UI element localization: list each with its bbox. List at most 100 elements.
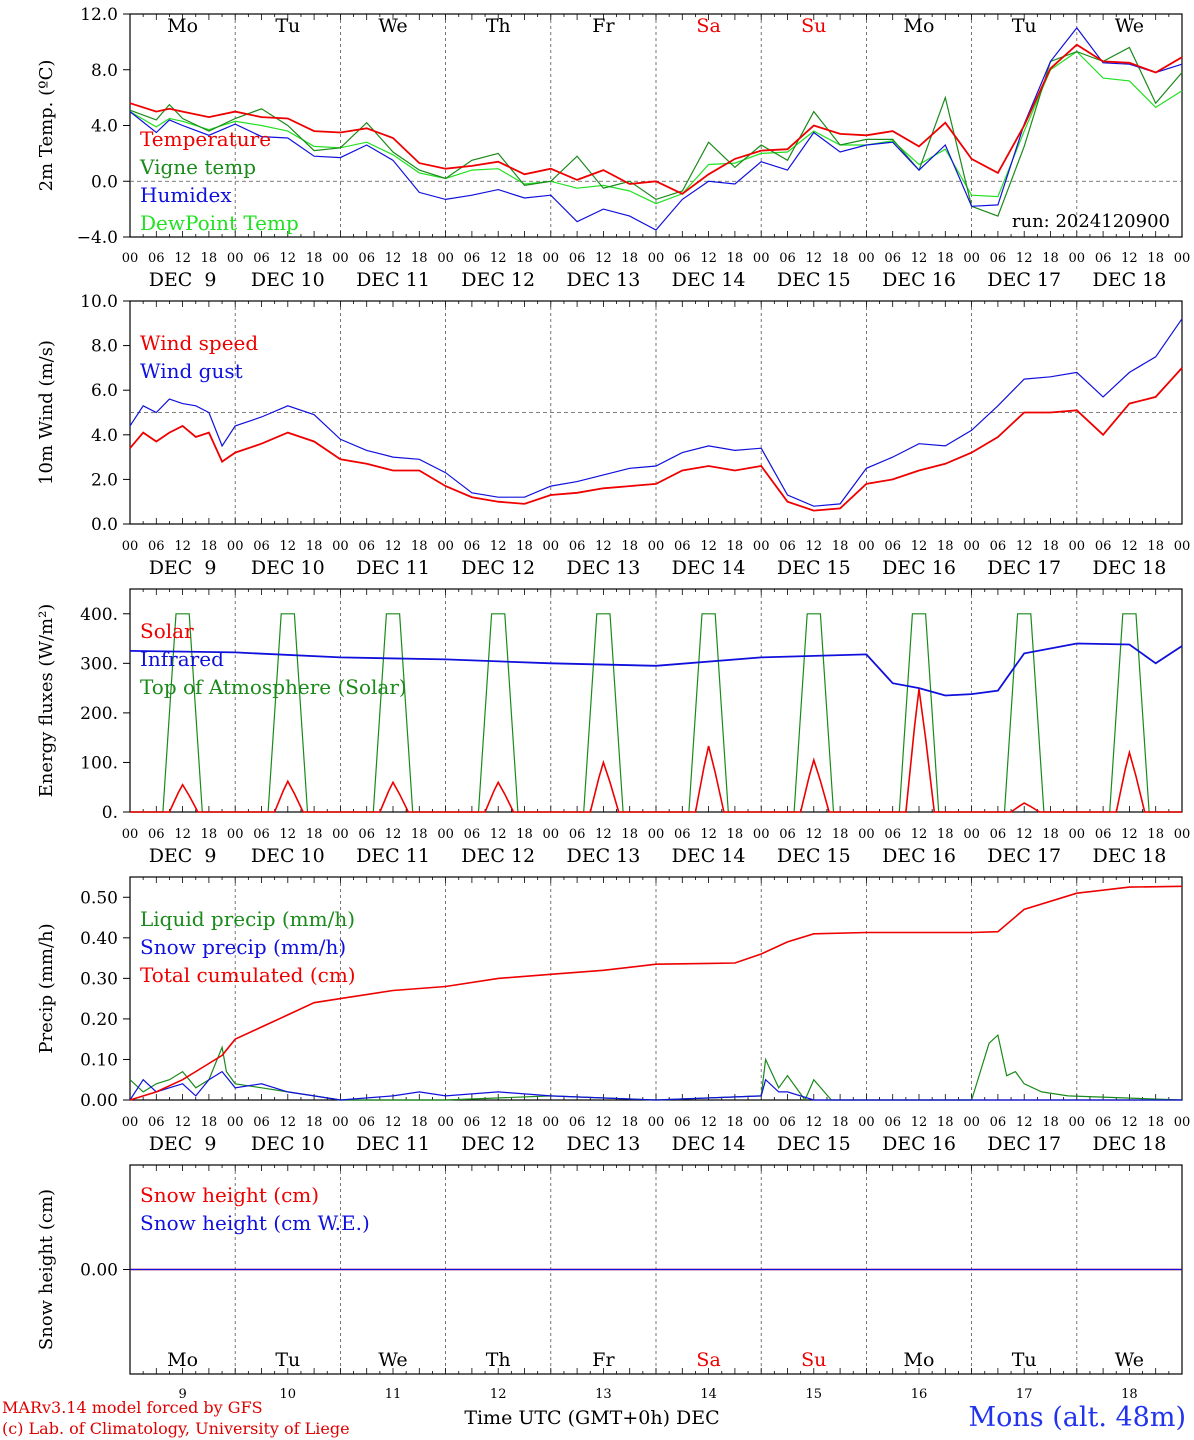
date-label: DEC 10 [251,557,325,579]
x-tick-label: 18 [516,539,533,554]
x-tick-label: 00 [332,1115,349,1130]
y-tick-label: 0. [102,803,118,823]
x-tick-label: 00 [543,1115,560,1130]
x-tick-label: 00 [648,539,665,554]
date-label: DEC 11 [356,269,430,291]
x-tick-label: 00 [227,827,244,842]
x-tick-label: 12 [280,827,297,842]
date-label: DEC 10 [251,1133,325,1155]
x-tick-label: 00 [437,539,454,554]
x-tick-label: 00 [753,539,770,554]
x-tick-label: 00 [963,251,980,266]
date-label: DEC 9 [149,269,217,291]
panel-wind: 10.0 8.0 6.0 4.0 2.0 0.0 10m Wind (m/s) 00 06 12 1… [36,292,1190,579]
x-tick-label: 00 [1069,251,1086,266]
x-tick-label: 18 [201,251,218,266]
x-tick-label: 00 [963,539,980,554]
x-tick-label: 12 [385,827,402,842]
x-tick-label: 12 [174,827,191,842]
x-tick-label: 18 [727,251,744,266]
series-line [129,43,1183,195]
x-tick-label: 18 [201,539,218,554]
x-tick-label: 06 [569,827,586,842]
legend-entry: Wind gust [140,359,243,383]
x-tick-label: 00 [332,539,349,554]
x-tick-label: 06 [884,1115,901,1130]
x-tick-label: 06 [358,251,375,266]
date-label: DEC 12 [461,269,535,291]
x-tick-label: 00 [648,251,665,266]
date-label: DEC 11 [356,1133,430,1155]
infrared-line [129,642,1183,697]
y-axis-title: Precip (mm/h) [36,923,57,1053]
x-tick-label: 00 [437,1115,454,1130]
x-tick-label: 06 [253,1115,270,1130]
x-tick-label: 12 [280,539,297,554]
x-tick-label: 18 [411,539,428,554]
x-tick-label: 18 [411,1115,428,1130]
x-tick-label: 06 [1095,539,1112,554]
x-tick-label: 18 [1042,251,1059,266]
day-of-week-label: We [1115,1349,1144,1371]
panel-snow: 0.00 Snow height (cm) Snow height (cm) Snow… [36,1164,1183,1375]
y-tick-label: 0.30 [80,969,118,989]
run-label: run: 2024120900 [1012,211,1170,232]
day-of-week-label: Su [801,1349,826,1371]
x-tick-label: 18 [201,1115,218,1130]
date-label: DEC 9 [149,557,217,579]
x-tick-label: 12 [806,251,823,266]
series-line [129,885,1183,1101]
x-tick-label: 06 [358,827,375,842]
x-tick-label: 12 [174,251,191,266]
x-tick-label: 00 [543,251,560,266]
date-label: DEC 12 [461,557,535,579]
y-tick-label: 0.0 [91,172,118,192]
x-tick-label: 00 [753,827,770,842]
x-tick-label: 18 [937,827,954,842]
x-tick-label: 18 [306,539,323,554]
x-tick-label: 06 [464,827,481,842]
x-tick-label: 00 [543,827,560,842]
x-tick-label: 06 [1095,251,1112,266]
x-tick-label: 12 [490,1115,507,1130]
day-number-label: 15 [806,1387,823,1402]
day-of-week-label: Su [801,15,826,37]
x-tick-label: 18 [937,539,954,554]
x-tick-label: 12 [1016,539,1033,554]
x-tick-label: 12 [385,1115,402,1130]
legend-entry: Top of Atmosphere (Solar) [140,675,407,699]
x-tick-label: 06 [148,539,165,554]
legend-entry: Snow precip (mm/h) [140,935,346,959]
date-label: DEC 9 [149,1133,217,1155]
x-tick-label: 12 [595,1115,612,1130]
x-tick-label: 18 [1147,251,1164,266]
x-tick-label: 00 [858,539,875,554]
date-label: DEC 17 [987,845,1061,867]
x-tick-label: 12 [385,251,402,266]
x-tick-label: 00 [1069,1115,1086,1130]
y-axis-title: 10m Wind (m/s) [36,340,57,485]
date-label: DEC 14 [672,269,746,291]
x-tick-label: 12 [595,251,612,266]
y-tick-label: 400. [80,605,118,625]
x-tick-label: 06 [148,827,165,842]
legend-entry: Temperature [140,127,271,151]
x-tick-label: 12 [1121,827,1138,842]
y-tick-label: 0.20 [80,1010,118,1030]
x-tick-label: 18 [621,251,638,266]
x-tick-label: 18 [832,251,849,266]
x-tick-label: 00 [858,251,875,266]
x-tick-label: 12 [595,827,612,842]
x-tick-label: 12 [280,1115,297,1130]
x-tick-label: 00 [648,827,665,842]
x-tick-label: 06 [990,827,1007,842]
y-tick-label: 0.40 [80,929,118,949]
day-of-week-label: We [1115,15,1144,37]
date-label: DEC 10 [251,845,325,867]
x-tick-label: 12 [1016,1115,1033,1130]
series-line [129,367,1183,512]
legend-entry: Solar [140,619,194,643]
day-of-week-label: We [378,1349,407,1371]
legend-entry: Snow height (cm) [140,1183,319,1207]
date-label: DEC 15 [777,845,851,867]
